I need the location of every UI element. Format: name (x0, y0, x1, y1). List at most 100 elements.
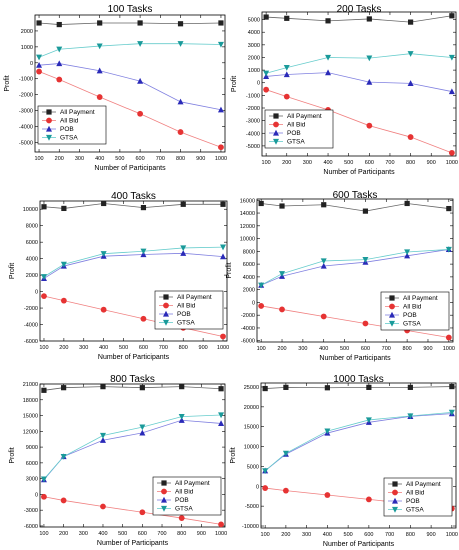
y-tick-label: 0 (252, 300, 255, 306)
y-tick-label: 8000 (243, 249, 255, 255)
series-line (39, 22, 221, 25)
legend-label: All Payment (175, 480, 210, 487)
x-tick-label: 100 (39, 531, 48, 537)
data-point (258, 200, 264, 207)
x-tick-label: 500 (340, 346, 349, 352)
data-point (324, 385, 330, 391)
legend-marker (389, 295, 395, 301)
x-tick-label: 400 (98, 531, 107, 537)
y-tick-label: 2000 (248, 55, 260, 61)
data-point (263, 86, 270, 93)
y-tick-label: -4000 (241, 326, 255, 332)
series-line (43, 496, 222, 525)
x-tick-label: 800 (177, 531, 186, 537)
data-point (41, 387, 47, 393)
data-point (139, 385, 145, 391)
x-tick-label: 200 (277, 346, 286, 352)
x-tick-label: 300 (79, 531, 88, 537)
plot-frame (260, 382, 457, 529)
y-tick-label: 4000 (248, 30, 260, 36)
series-line (261, 305, 449, 338)
data-point (320, 313, 327, 320)
data-point (139, 509, 146, 516)
x-tick-label: 900 (423, 346, 432, 352)
x-tick-label: 900 (427, 160, 436, 166)
legend-marker (161, 488, 167, 495)
data-point (362, 208, 369, 214)
x-tick-label: 800 (179, 345, 188, 351)
y-axis-label: Profit (9, 263, 16, 279)
legend-marker (46, 117, 52, 124)
y-tick-label: 12000 (23, 429, 38, 435)
data-point (180, 250, 187, 256)
legend-label: GTSA (60, 135, 78, 142)
y-tick-label: 18000 (23, 398, 38, 404)
data-point (324, 428, 331, 435)
data-point (263, 70, 270, 77)
legend-label: All Payment (177, 294, 212, 301)
data-point (137, 41, 144, 47)
legend-marker (392, 489, 398, 496)
x-tick-label: 500 (344, 160, 353, 166)
x-tick-label: 500 (115, 156, 124, 162)
legend-label: GTSA (406, 507, 424, 514)
data-point (321, 202, 327, 208)
legend-label: All Bid (177, 303, 196, 310)
data-point (445, 246, 452, 253)
y-tick-label: 3000 (248, 43, 260, 49)
data-point (177, 21, 184, 27)
series-pob (262, 410, 455, 474)
x-tick-label: 400 (323, 532, 332, 538)
data-point (262, 385, 268, 392)
data-point (407, 384, 413, 390)
data-point (180, 245, 187, 252)
y-tick-label: 21000 (23, 382, 38, 388)
legend-label: All Payment (60, 109, 95, 116)
data-point (362, 320, 369, 327)
y-tick-label: 16000 (240, 198, 255, 204)
data-point (320, 262, 327, 269)
y-tick-label: 6000 (243, 262, 255, 268)
data-point (36, 54, 43, 61)
series-line (261, 249, 449, 286)
x-tick-label: 400 (99, 345, 108, 351)
y-tick-label: -3000 (19, 109, 33, 115)
x-tick-label: 200 (59, 345, 68, 351)
series-line (260, 249, 449, 286)
data-point (407, 19, 414, 25)
y-tick-label: -4000 (19, 125, 33, 131)
data-point (96, 67, 103, 74)
data-point (448, 149, 455, 156)
data-point (56, 46, 63, 53)
series-all-bid (41, 493, 224, 528)
chart-panel: 400 Tasks 100 200 300 400 500 600 700 800 900 1000… (9, 191, 229, 361)
x-tick-label: 1000 (443, 346, 455, 352)
x-tick-label: 1000 (215, 531, 227, 537)
plot-frame (256, 198, 454, 343)
x-tick-label: 600 (361, 346, 370, 352)
x-tick-label: 300 (303, 160, 312, 166)
legend-label: All Bid (406, 490, 425, 497)
y-tick-label: -4000 (24, 323, 38, 329)
x-tick-label: 600 (139, 345, 148, 351)
data-point (362, 257, 369, 263)
data-point (60, 497, 67, 504)
x-axis-label: Number of Participants (97, 540, 169, 547)
series-line (43, 414, 222, 480)
x-tick-label: 1000 (217, 345, 229, 351)
legend-marker (46, 125, 52, 132)
series-all-payment (36, 20, 224, 28)
data-point (60, 453, 67, 460)
legend-label: POB (175, 497, 189, 504)
data-point (137, 110, 144, 117)
y-axis-label: Profit (230, 447, 237, 463)
data-point (407, 413, 414, 420)
legend-label: All Payment (406, 481, 441, 488)
x-tick-label: 700 (382, 346, 391, 352)
data-point (320, 258, 327, 265)
x-tick-label: 300 (302, 532, 311, 538)
legend-marker (273, 113, 279, 119)
legend-marker (273, 138, 279, 145)
